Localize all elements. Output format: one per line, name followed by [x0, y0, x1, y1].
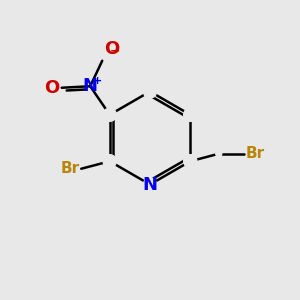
Text: O: O	[104, 40, 119, 58]
Circle shape	[143, 85, 157, 98]
Text: N: N	[142, 176, 158, 194]
Text: +: +	[93, 76, 102, 86]
Text: Br: Br	[61, 161, 80, 176]
Circle shape	[143, 178, 157, 191]
Text: N: N	[83, 77, 98, 95]
Circle shape	[216, 151, 222, 157]
Circle shape	[103, 154, 116, 168]
Text: O: O	[44, 79, 59, 97]
Circle shape	[103, 108, 116, 121]
Circle shape	[184, 154, 197, 168]
Circle shape	[184, 108, 197, 121]
Text: −: −	[110, 45, 120, 58]
Text: Br: Br	[245, 146, 265, 161]
